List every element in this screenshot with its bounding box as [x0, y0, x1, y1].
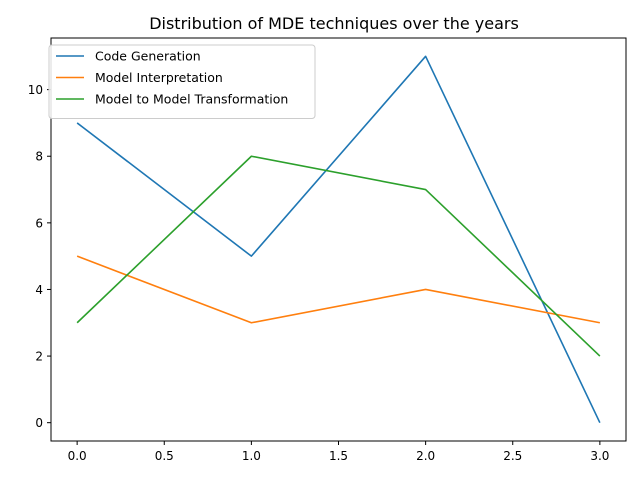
legend-box — [48, 44, 316, 119]
legend-label: Code Generation — [95, 49, 201, 64]
y-tick-label: 2 — [35, 350, 43, 364]
x-tick-label: 1.0 — [242, 449, 261, 463]
legend-label: Model to Model Transformation — [95, 92, 288, 107]
y-tick-label: 4 — [35, 283, 43, 297]
x-tick-label: 3.0 — [590, 449, 609, 463]
series-line-3 — [76, 155, 601, 357]
series-line-2 — [76, 255, 601, 324]
y-tick-label: 10 — [28, 83, 43, 97]
y-tick-label: 6 — [35, 216, 43, 230]
x-tick-label: 2.0 — [416, 449, 435, 463]
x-axis: 0.0 0.5 1.0 1.5 2.0 2.5 3.0 — [68, 441, 609, 463]
y-axis: 0 2 4 6 8 10 — [28, 83, 51, 430]
series-line-1 — [76, 55, 601, 424]
chart-title: Distribution of MDE techniques over the … — [149, 14, 519, 33]
y-tick-label: 0 — [35, 416, 43, 430]
x-tick-label: 1.5 — [329, 449, 348, 463]
x-tick-label: 0.5 — [155, 449, 174, 463]
y-tick-label: 8 — [35, 150, 43, 164]
x-tick-label: 2.5 — [503, 449, 522, 463]
series-group — [76, 55, 601, 424]
x-tick-label: 0.0 — [68, 449, 87, 463]
legend: Code Generation Model Interpretation Model… — [48, 44, 316, 119]
legend-label: Model Interpretation — [95, 70, 223, 85]
